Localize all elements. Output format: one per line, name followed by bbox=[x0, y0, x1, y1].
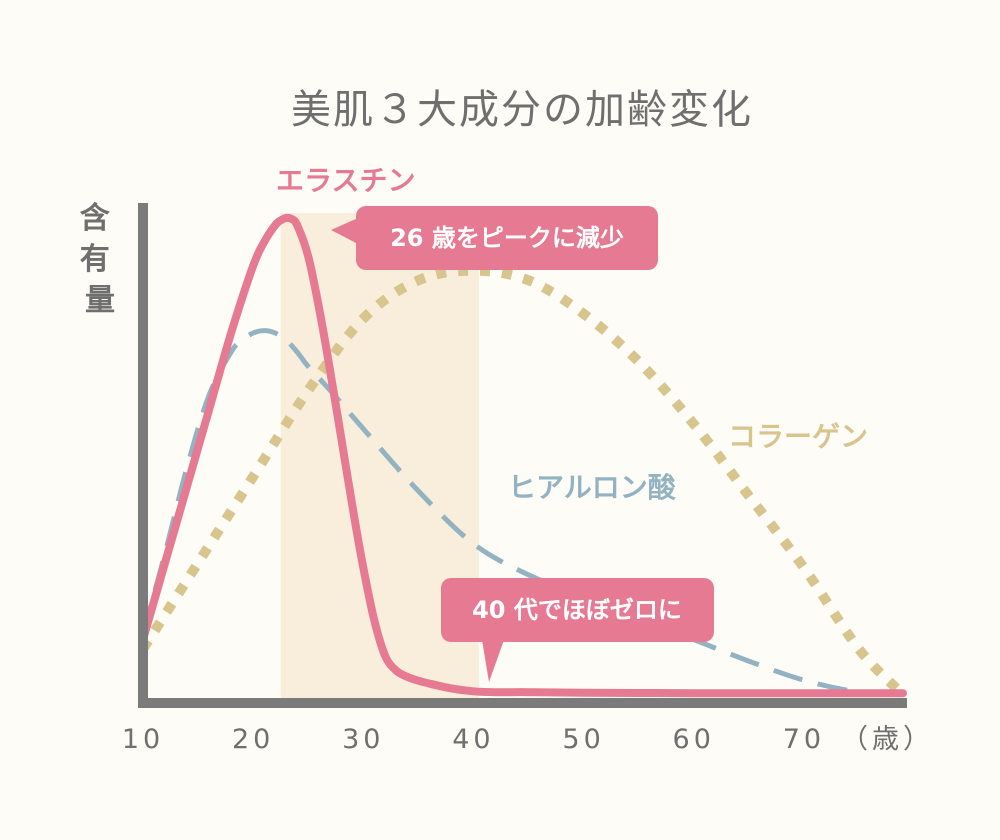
callout-zero-box bbox=[441, 578, 714, 642]
x-tick-label-40: 40 bbox=[452, 724, 494, 755]
series-label-elastin: エラスチン bbox=[276, 164, 415, 197]
callout-peak-pointer bbox=[331, 218, 358, 244]
callout-zero: 40 代でほぼゼロに bbox=[441, 578, 714, 682]
chart-title: 美肌３大成分の加齢変化 bbox=[291, 87, 753, 133]
x-tick-label-60: 60 bbox=[673, 724, 715, 755]
y-axis-label: 含 有 量 bbox=[80, 201, 120, 318]
callout-peak-box bbox=[356, 206, 658, 270]
x-tick-label-50: 50 bbox=[562, 724, 604, 755]
series-label-hyaluronic-acid: ヒアルロン酸 bbox=[508, 471, 677, 504]
series-label-collagen: コラーゲン bbox=[728, 420, 868, 453]
x-tick-label-70: 70 bbox=[783, 724, 825, 755]
x-tick-label-20: 20 bbox=[232, 724, 274, 755]
callout-peak-text: 26 歳をピークに減少 bbox=[390, 224, 624, 252]
callout-peak: 26 歳をピークに減少 bbox=[331, 206, 658, 270]
x-tick-label-30: 30 bbox=[342, 724, 384, 755]
series-line-collagen bbox=[138, 265, 907, 699]
series-line-elastin bbox=[139, 213, 907, 698]
callout-zero-text: 40 代でほぼゼロに bbox=[472, 596, 682, 624]
callout-zero-pointer bbox=[482, 640, 504, 682]
x-tick-label-10: 10 bbox=[122, 724, 164, 755]
x-axis-unit: （歳） bbox=[841, 724, 934, 755]
